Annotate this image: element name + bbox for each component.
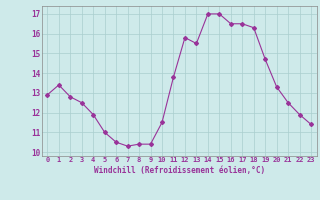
X-axis label: Windchill (Refroidissement éolien,°C): Windchill (Refroidissement éolien,°C) <box>94 166 265 175</box>
